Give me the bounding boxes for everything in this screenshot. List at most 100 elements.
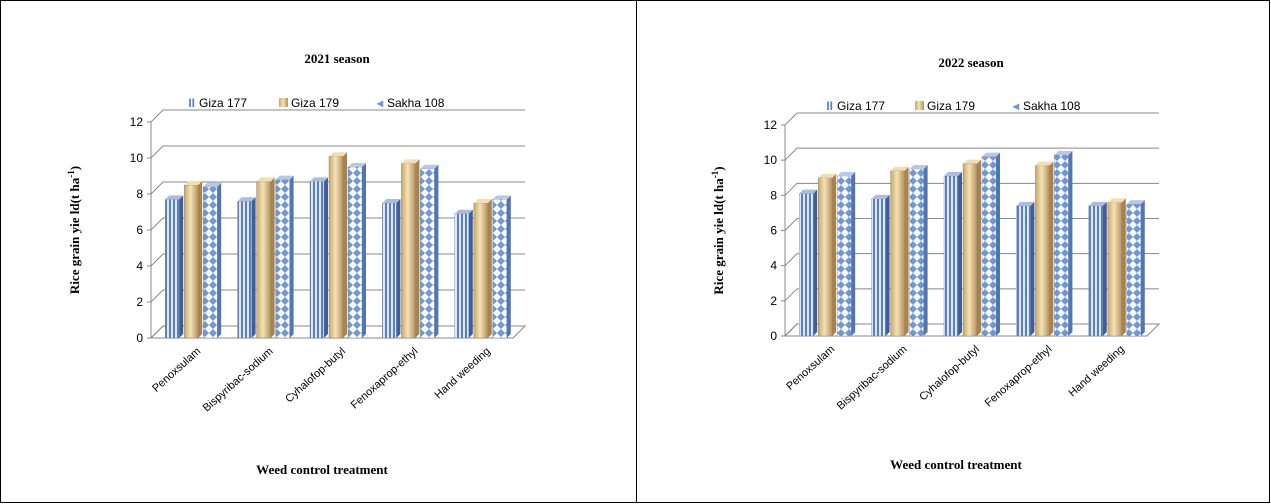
- bar-sakha-108: [1054, 150, 1073, 337]
- bar-side: [396, 199, 401, 338]
- bar-front: [473, 202, 488, 339]
- bar-giza-179: [962, 159, 981, 337]
- bar-giza-177: [164, 195, 184, 339]
- bar-front: [382, 202, 397, 339]
- bar-side: [996, 152, 1000, 336]
- y-tick-label: 8: [136, 187, 143, 201]
- bar-front: [183, 184, 199, 339]
- legend: II Giza 177 Giza 179 ◂ Sakha 108: [826, 99, 1080, 113]
- bar-giza-179: [328, 152, 347, 339]
- bar-top: [982, 152, 1000, 157]
- y-tick-label: 2: [136, 295, 143, 309]
- bar-side: [468, 209, 473, 338]
- gridline: [150, 145, 525, 159]
- bar-side: [977, 159, 981, 336]
- bar-front: [1088, 205, 1103, 337]
- bar-front: [817, 177, 833, 337]
- x-category-label: Cyhalofop-butyl: [283, 345, 348, 405]
- bar-sakha-108: [836, 171, 856, 337]
- legend-swatch: II: [826, 99, 833, 113]
- bar-top: [310, 177, 328, 182]
- bar-top: [203, 182, 222, 187]
- x-category-label: Penoxsulam: [150, 345, 203, 394]
- bar-top: [944, 171, 962, 176]
- bar-top: [1088, 201, 1107, 206]
- y-tick-label: 4: [770, 259, 777, 273]
- x-axis-title: Weed control treatment: [256, 462, 388, 477]
- gridline: [784, 147, 1159, 161]
- bar-giza-177: [1088, 201, 1107, 337]
- bar-top: [1107, 198, 1126, 203]
- bar-side: [434, 164, 439, 338]
- bar-front: [962, 163, 978, 337]
- y-tick-label: 12: [764, 118, 778, 132]
- bar-giza-179: [1035, 161, 1054, 337]
- y-tick-label: 8: [770, 188, 777, 202]
- bar-side: [1140, 200, 1145, 336]
- bar-side: [362, 163, 366, 338]
- bar-top: [165, 195, 184, 200]
- legend-label: Sakha 108: [1023, 99, 1081, 113]
- bar-sakha-108: [420, 164, 439, 339]
- bar-top: [454, 209, 473, 214]
- bar-side: [1030, 201, 1035, 336]
- bar-side: [885, 194, 890, 336]
- bar-side: [851, 171, 856, 336]
- legend-swatch: ◂: [376, 96, 384, 110]
- x-category-label: Penoxsulam: [784, 343, 837, 392]
- chart-title: 2021 season: [304, 51, 370, 66]
- bar-front: [164, 199, 180, 339]
- bar-front: [1016, 205, 1031, 337]
- x-axis-title: Weed control treatment: [890, 457, 1022, 472]
- bar-sakha-108: [981, 152, 1000, 337]
- bar-side: [1102, 201, 1107, 336]
- bar-side: [1049, 161, 1054, 336]
- bar-side: [343, 152, 347, 338]
- bar-giza-177: [309, 177, 328, 339]
- legend-label: Giza 179: [927, 99, 975, 113]
- bar-front: [1035, 165, 1050, 337]
- bar-front: [328, 155, 344, 339]
- bar-sakha-108: [347, 163, 366, 339]
- x-category-label: Cyhalofop-butyl: [917, 343, 982, 403]
- gridlines: [150, 109, 525, 339]
- bar-top: [1016, 201, 1035, 206]
- bar-giza-177: [1016, 201, 1035, 337]
- bar-top: [329, 152, 347, 157]
- chart-panel-2022: 0 2 4 6 8 10 12 Penoxsulam Bispyribac-sodium Cyha…: [636, 0, 1270, 503]
- bar-front: [309, 181, 325, 339]
- bar-top: [492, 195, 511, 200]
- bar-top: [818, 173, 837, 178]
- bar-top: [348, 163, 366, 167]
- bars: [164, 152, 511, 339]
- bar-top: [420, 164, 439, 169]
- y-tick-label: 4: [136, 259, 143, 273]
- bar-side: [217, 182, 222, 338]
- bar-side: [923, 164, 928, 336]
- chart-title: 2022 season: [938, 55, 1004, 70]
- bar-giza-179: [890, 166, 909, 337]
- bar-top: [1126, 200, 1145, 205]
- bar-top: [256, 177, 275, 182]
- bar-top: [890, 166, 909, 171]
- bar-side: [487, 199, 492, 338]
- bar-front: [237, 200, 252, 339]
- bar-side: [958, 171, 962, 336]
- y-tick-label: 2: [770, 294, 777, 308]
- bar-giza-177: [454, 209, 473, 339]
- y-tick-label: 0: [136, 331, 143, 345]
- y-tick-label: 12: [130, 115, 144, 129]
- x-category-label: Fenoxaprop-ethyl: [983, 343, 1055, 409]
- x-category-label: Bispyribac-sodium: [835, 343, 910, 412]
- bar-top: [275, 175, 294, 180]
- bar-front: [1126, 203, 1141, 337]
- bar-front: [275, 179, 290, 339]
- bar-giza-179: [256, 177, 275, 339]
- y-tick-label: 6: [770, 224, 777, 238]
- bar-sakha-108: [492, 195, 511, 339]
- legend-swatch: [279, 98, 288, 107]
- bar-giza-177: [382, 199, 401, 339]
- bar-front: [202, 186, 218, 339]
- bar-front: [420, 168, 435, 339]
- chart-panel-2021: 0 2 4 6 8 10 12 Penoxsulam Bispyribac-sodium Cyha…: [0, 0, 637, 503]
